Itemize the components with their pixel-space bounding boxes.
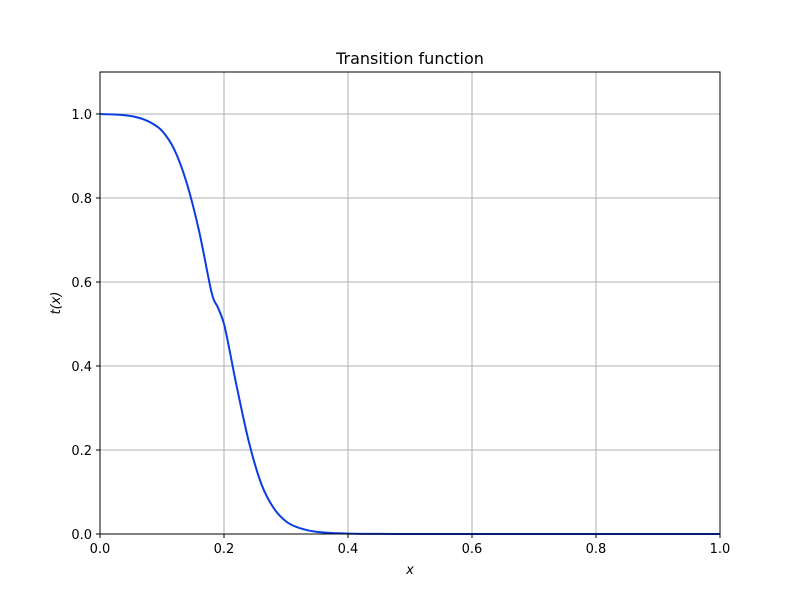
y-tick-label: 0.8 xyxy=(71,192,92,207)
x-tick-label: 0.8 xyxy=(586,542,607,557)
x-tick-label: 0.0 xyxy=(90,542,111,557)
y-tick-label: 0.4 xyxy=(71,360,92,375)
chart-title: Transition function xyxy=(335,49,484,68)
y-tick-label: 0.6 xyxy=(71,276,92,291)
x-tick-label: 1.0 xyxy=(710,542,731,557)
x-tick-label: 0.4 xyxy=(338,542,359,557)
plot-frame xyxy=(99,71,721,535)
y-axis: 0.0 0.2 0.4 0.6 0.8 1.0 xyxy=(71,108,100,543)
x-tick-label: 0.6 xyxy=(462,542,483,557)
y-tick-label: 0.0 xyxy=(71,528,92,543)
y-tick-label: 0.2 xyxy=(71,444,92,459)
x-axis-label: x xyxy=(405,563,414,578)
x-axis: 0.0 0.2 0.4 0.6 0.8 1.0 xyxy=(90,534,731,557)
y-axis-label: t(x) xyxy=(49,292,64,315)
y-tick-label: 1.0 xyxy=(71,108,92,123)
x-tick-label: 0.2 xyxy=(214,542,235,557)
